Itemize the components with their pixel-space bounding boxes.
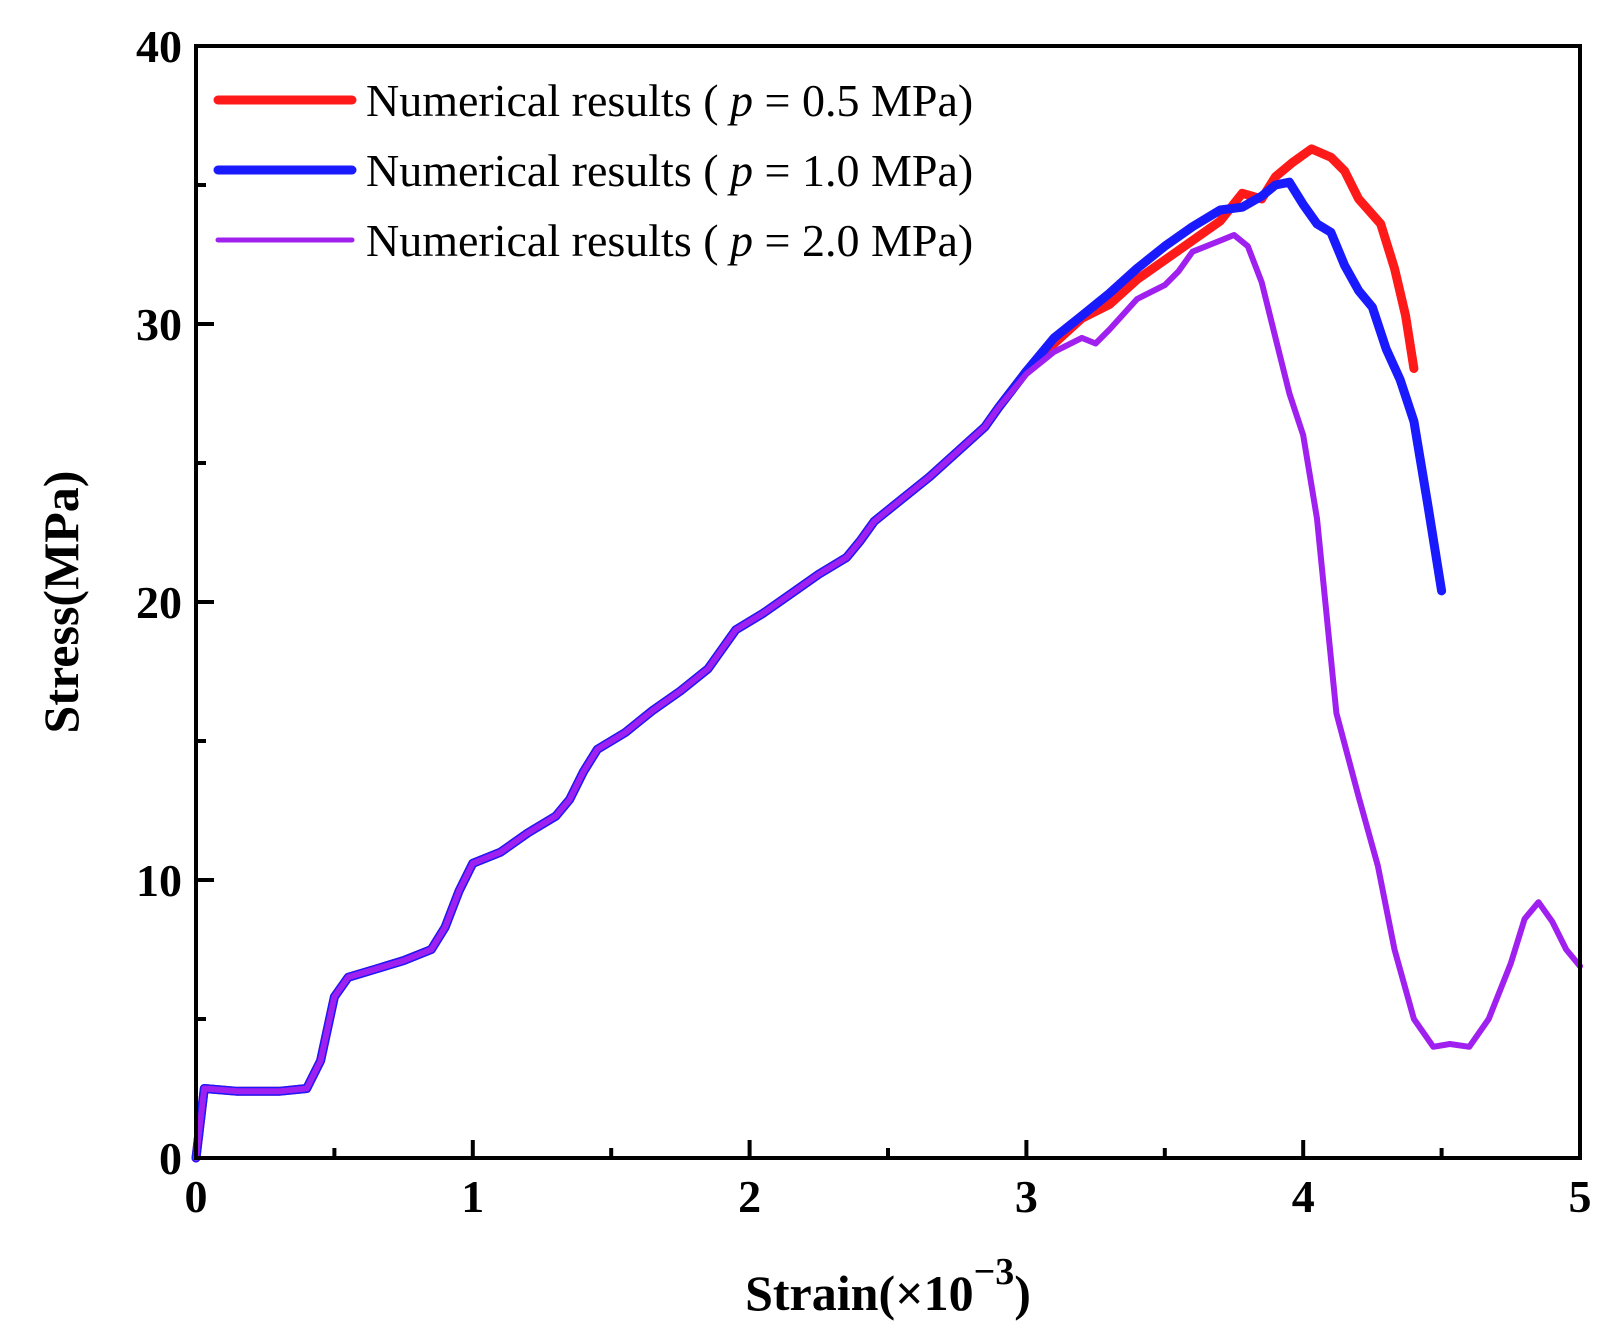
y-tick-label: 10 bbox=[136, 855, 182, 906]
legend: Numerical results ( p = 0.5 MPa) Numeric… bbox=[213, 75, 973, 266]
x-tick-label: 1 bbox=[461, 1171, 484, 1222]
legend-label-2: Numerical results ( p = 2.0 MPa) bbox=[366, 215, 973, 266]
x-tick-label: 5 bbox=[1569, 1171, 1592, 1222]
y-tick-label: 40 bbox=[136, 21, 182, 72]
series-line-0 bbox=[191, 144, 1419, 1163]
legend-label-0: Numerical results ( p = 0.5 MPa) bbox=[366, 75, 973, 126]
x-tick-label: 4 bbox=[1292, 1171, 1315, 1222]
series-lines bbox=[191, 144, 1583, 1163]
x-tick-label: 2 bbox=[738, 1171, 761, 1222]
tick-labels: 0 1 2 3 4 5 0 10 20 30 40 bbox=[136, 21, 1592, 1222]
x-tick-label: 3 bbox=[1015, 1171, 1038, 1222]
y-tick-label: 30 bbox=[136, 299, 182, 350]
x-axis-title: Strain(×10−3) bbox=[745, 1251, 1031, 1321]
y-axis-title: Stress(MPa) bbox=[33, 471, 89, 734]
series-line-2 bbox=[193, 232, 1583, 1161]
x-tick-label: 0 bbox=[185, 1171, 208, 1222]
legend-label-1: Numerical results ( p = 1.0 MPa) bbox=[366, 145, 973, 196]
y-tick-label: 20 bbox=[136, 577, 182, 628]
axis-ticks bbox=[194, 44, 1582, 1160]
y-tick-label: 0 bbox=[159, 1133, 182, 1184]
series-line-1 bbox=[191, 177, 1447, 1163]
